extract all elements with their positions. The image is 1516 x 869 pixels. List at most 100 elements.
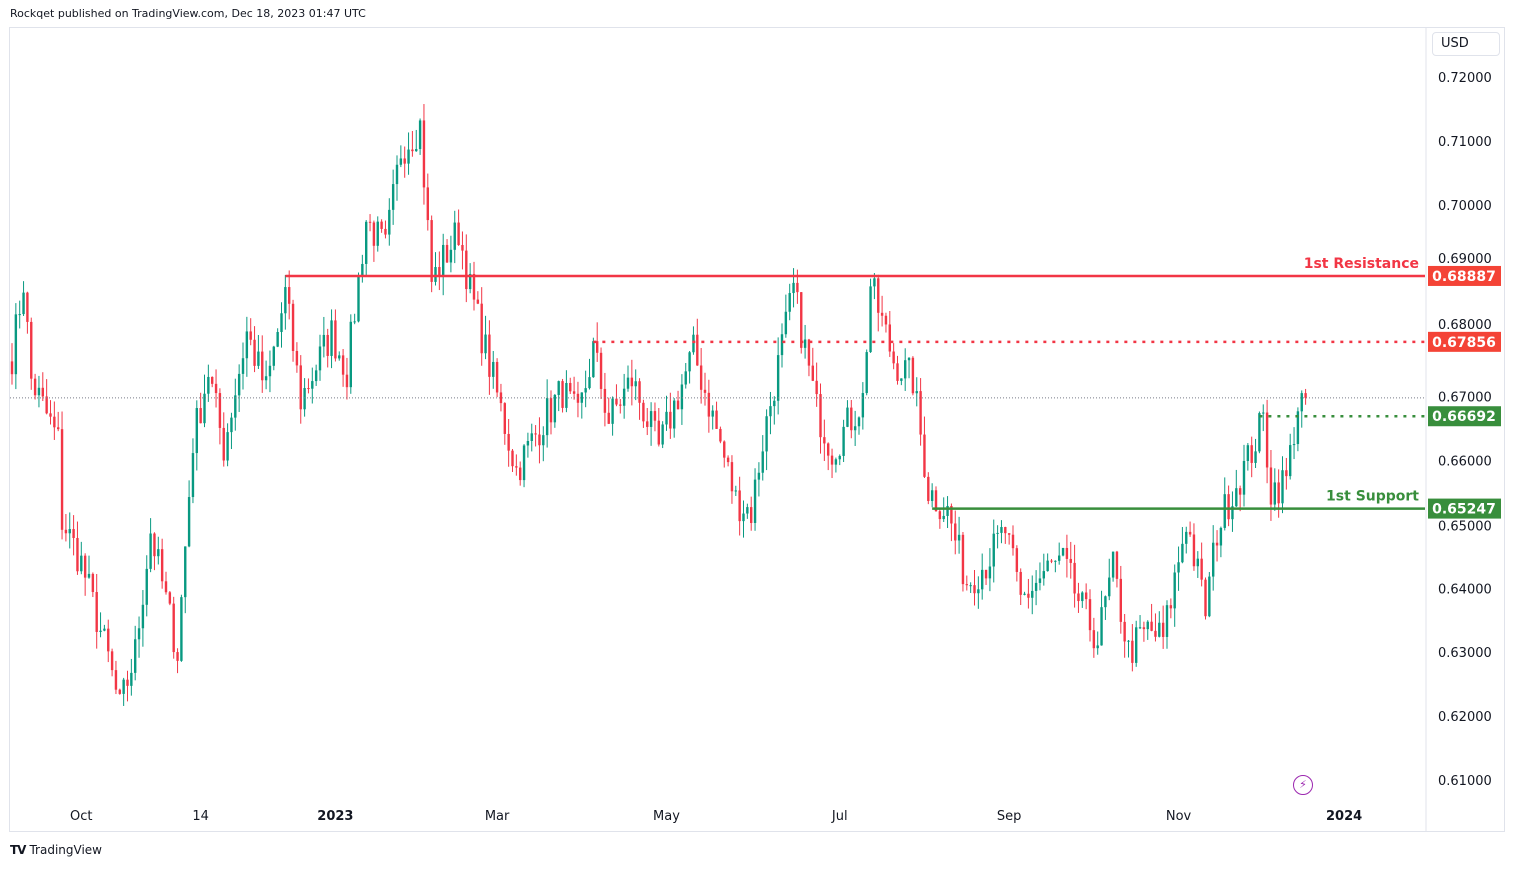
- candle-body: [1173, 572, 1176, 609]
- candle-body: [961, 534, 965, 585]
- candle-body: [1246, 445, 1250, 461]
- candle-body: [33, 378, 37, 396]
- candle-body: [1127, 640, 1130, 642]
- price-label-resistance: [1428, 331, 1501, 352]
- candle-body: [653, 411, 657, 421]
- candle-body: [561, 381, 564, 408]
- price-label-resistance: [1428, 265, 1501, 286]
- candle-body: [80, 555, 83, 572]
- candle-body: [211, 376, 214, 384]
- candle-body: [1135, 627, 1138, 663]
- level-text-support: 1st Support: [1326, 489, 1419, 505]
- candle-body: [418, 120, 422, 150]
- candle-body: [734, 490, 737, 492]
- candle-body: [538, 434, 541, 446]
- candle-body: [1046, 560, 1049, 572]
- candle-body: [149, 533, 152, 569]
- candle-body: [711, 410, 714, 417]
- candle-body: [249, 331, 252, 340]
- candle-body: [1281, 470, 1284, 504]
- candle-body: [584, 388, 587, 393]
- candle-body: [1004, 527, 1007, 534]
- candle-body: [622, 388, 626, 406]
- candle-body: [122, 679, 125, 694]
- candle-body: [542, 435, 545, 446]
- candle-body: [692, 334, 695, 353]
- candle-body: [60, 429, 64, 530]
- candle-body: [915, 391, 918, 394]
- candle-body: [830, 455, 834, 465]
- candle-body: [657, 420, 660, 445]
- candle-body: [110, 651, 114, 671]
- candle-body: [1054, 560, 1057, 562]
- price-label-text: 0.67856: [1432, 335, 1496, 351]
- candle-body: [684, 371, 687, 385]
- candle-body: [1235, 488, 1238, 507]
- candle-body: [415, 149, 418, 152]
- candle-body: [449, 249, 453, 263]
- candle-body: [237, 373, 241, 396]
- candle-body: [318, 346, 322, 371]
- candle-body: [699, 365, 703, 390]
- candle-body: [803, 339, 807, 348]
- candle-body: [838, 455, 841, 460]
- candle-body: [780, 334, 784, 356]
- candle-body: [580, 392, 583, 403]
- candle-body: [703, 389, 707, 393]
- candle-body: [1073, 562, 1076, 594]
- candle-body: [107, 628, 110, 652]
- lightning-icon[interactable]: ⚡: [1293, 775, 1313, 795]
- y-tick-label: 0.68000: [1438, 318, 1492, 333]
- candle-body: [214, 383, 218, 394]
- candle-body: [468, 273, 472, 290]
- candle-body: [615, 398, 618, 405]
- publish-header: Rockqet published on TradingView.com, De…: [10, 7, 366, 20]
- candle-body: [1177, 562, 1180, 573]
- candle-body: [1038, 578, 1042, 583]
- candle-body: [22, 292, 25, 315]
- candle-body: [1169, 605, 1173, 609]
- candle-body: [1069, 558, 1072, 563]
- candle-body: [257, 351, 260, 366]
- candle-body: [592, 341, 595, 378]
- currency-button[interactable]: USD: [1432, 32, 1500, 56]
- candle-body: [430, 220, 433, 282]
- candle-body: [130, 672, 133, 686]
- y-tick-label: 0.72000: [1438, 71, 1492, 86]
- candle-body: [53, 416, 56, 428]
- x-tick-label: Sep: [997, 809, 1022, 824]
- candle-body: [765, 416, 768, 452]
- footer-brand[interactable]: TV TradingView: [10, 843, 102, 857]
- candle-body: [203, 393, 206, 424]
- candle-body: [372, 222, 376, 246]
- candle-body: [1304, 393, 1307, 398]
- price-label-text: 0.68887: [1432, 269, 1496, 285]
- candle-body: [345, 374, 349, 388]
- candle-body: [1034, 582, 1038, 591]
- candle-body: [1215, 542, 1219, 546]
- candle-body: [1042, 571, 1045, 579]
- candle-body: [453, 222, 456, 250]
- candle-body: [1031, 590, 1034, 598]
- candle-body: [981, 569, 984, 590]
- candle-body: [1231, 506, 1234, 520]
- candle-body: [888, 324, 891, 352]
- candle-body: [811, 365, 814, 381]
- candle-body: [95, 592, 98, 632]
- candle-body: [1208, 576, 1211, 617]
- candle-body: [1084, 592, 1088, 600]
- candle-body: [18, 314, 21, 316]
- candle-body: [365, 221, 368, 264]
- candle-body: [819, 394, 822, 438]
- candle-body: [253, 339, 256, 366]
- candle-body: [861, 393, 865, 418]
- candle-body: [611, 398, 614, 424]
- candle-body: [199, 408, 202, 424]
- candle-body: [426, 187, 429, 221]
- candle-body: [626, 377, 630, 389]
- candle-body: [715, 410, 718, 429]
- candle-body: [10, 361, 14, 375]
- candle-body: [72, 529, 75, 538]
- candle-body: [91, 573, 95, 593]
